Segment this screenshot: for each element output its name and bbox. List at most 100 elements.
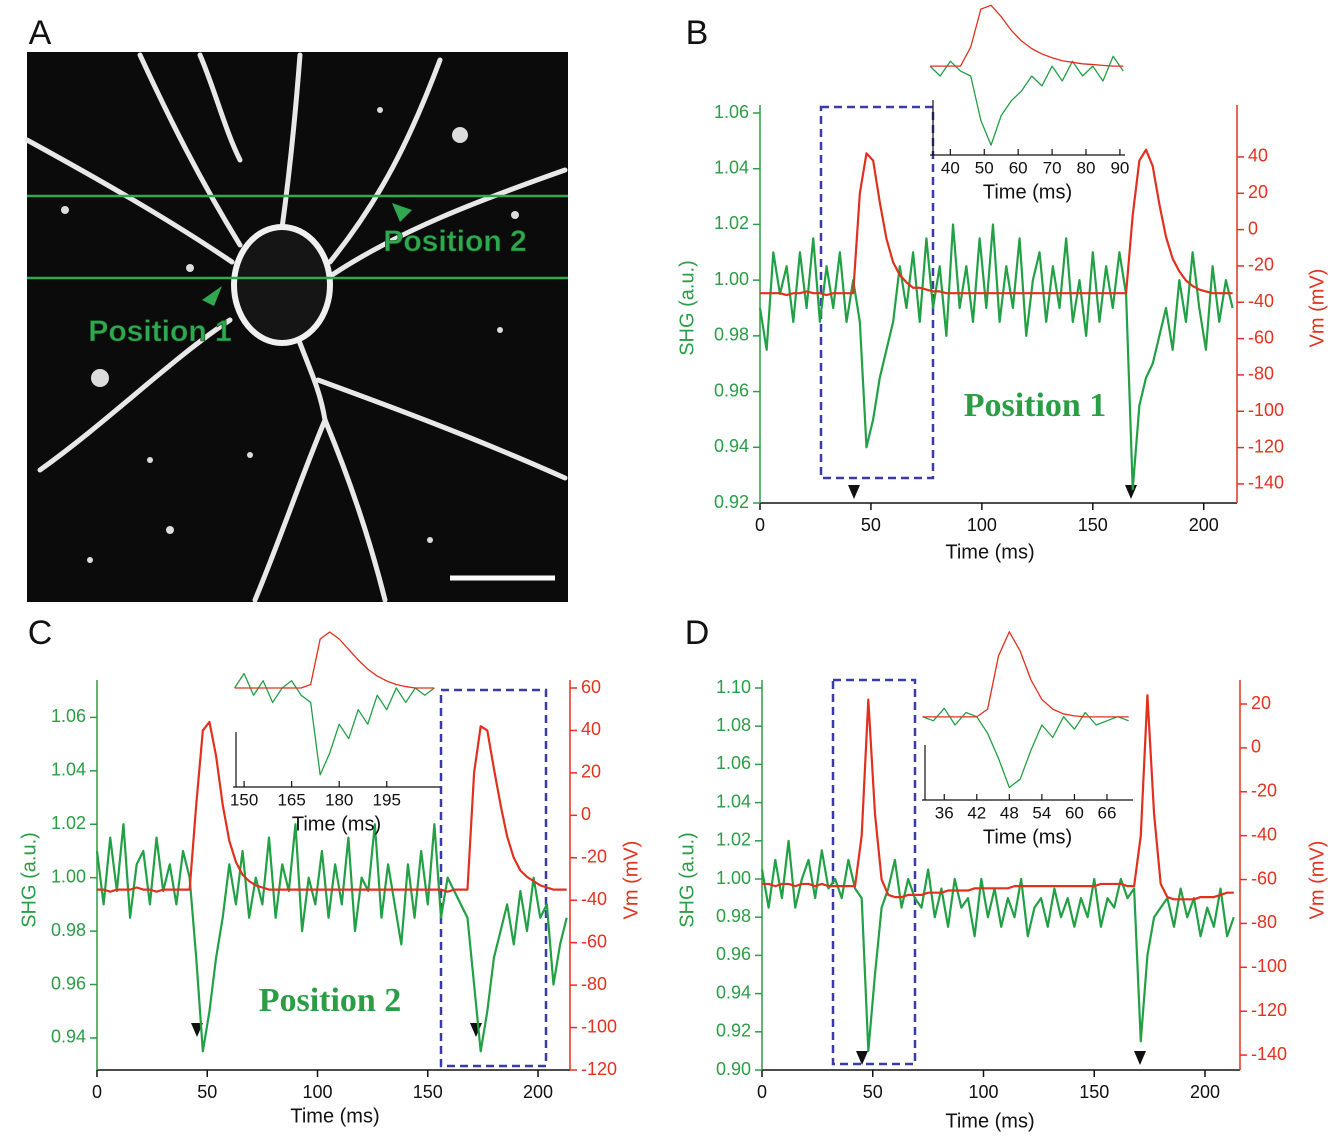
- panel-label: B: [686, 14, 709, 52]
- inset-x-tick-label: 54: [1032, 803, 1051, 822]
- punctum: [511, 211, 519, 219]
- y-tick-label: 0.98: [714, 325, 749, 345]
- y-tick-label: 0.94: [714, 436, 749, 456]
- x-axis-title: Time (ms): [945, 541, 1034, 563]
- x-tick-label: 0: [757, 1082, 767, 1102]
- trace: [929, 55, 1124, 146]
- inset-x-axis-title: Time (ms): [983, 181, 1072, 203]
- trace: [234, 672, 435, 776]
- dendrite: [37, 317, 233, 473]
- y2-axis-title: Vm (mV): [620, 841, 642, 920]
- y2-tick-label: 20: [1251, 693, 1271, 713]
- y2-tick-label: -80: [581, 974, 607, 994]
- y2-tick-label: 0: [1248, 218, 1258, 238]
- y-tick-label: 1.06: [51, 706, 86, 726]
- y2-tick-label: 20: [1248, 182, 1268, 202]
- y2-tick-label: -120: [1248, 436, 1284, 456]
- y2-tick-label: 60: [581, 677, 601, 697]
- trace: [922, 707, 1129, 789]
- punctum: [147, 457, 153, 463]
- y-tick-label: 1.06: [714, 102, 749, 122]
- y-tick-label: 1.02: [51, 813, 86, 833]
- y2-tick-label: 40: [1248, 146, 1268, 166]
- annotation: Position 1: [964, 387, 1107, 424]
- stimulus-marker: [1134, 1051, 1146, 1065]
- y-tick-label: 1.06: [716, 753, 751, 773]
- punctum: [91, 369, 109, 387]
- y2-tick-label: -100: [1248, 400, 1284, 420]
- y-tick-label: 1.04: [714, 157, 749, 177]
- y2-axis-title: Vm (mV): [1306, 841, 1328, 920]
- y-tick-label: 1.08: [716, 715, 751, 735]
- panel-label: C: [28, 614, 53, 652]
- y2-tick-label: -80: [1251, 912, 1277, 932]
- y-tick-label: 0.94: [716, 982, 751, 1002]
- inset-x-axis-title: Time (ms): [292, 813, 381, 835]
- inset-x-tick-label: 42: [967, 803, 986, 822]
- inset-x-tick-label: 40: [941, 158, 960, 177]
- y2-tick-label: 0: [581, 804, 591, 824]
- x-tick-label: 200: [523, 1082, 553, 1102]
- y-tick-label: 0.96: [51, 973, 86, 993]
- inset-x-tick-label: 60: [1065, 803, 1084, 822]
- position-label: Position 1: [88, 315, 231, 348]
- y2-tick-label: -60: [1248, 327, 1274, 347]
- micrograph: Position 1 Position 2: [24, 52, 568, 603]
- y2-tick-label: -20: [581, 847, 607, 867]
- inset-x-axis-title: Time (ms): [983, 826, 1072, 848]
- y-tick-label: 1.00: [714, 269, 749, 289]
- x-tick-label: 0: [755, 515, 765, 535]
- y2-tick-label: 40: [581, 719, 601, 739]
- x-tick-label: 50: [197, 1082, 217, 1102]
- punctum: [87, 557, 93, 563]
- trace: [758, 223, 1234, 491]
- y-tick-label: 0.90: [716, 1059, 751, 1079]
- panel-label: D: [685, 614, 710, 652]
- highlight-window: [439, 688, 548, 1068]
- y-tick-label: 0.92: [716, 1021, 751, 1041]
- y-tick-label: 1.10: [716, 677, 751, 697]
- inset-x-tick-label: 90: [1110, 158, 1129, 177]
- soma: [231, 224, 333, 346]
- y-tick-label: 0.92: [714, 492, 749, 512]
- punctum: [452, 127, 468, 143]
- y2-tick-label: -100: [1251, 956, 1287, 976]
- y2-tick-label: -20: [1251, 781, 1277, 801]
- y2-axis-title: Vm (mV): [1306, 269, 1328, 348]
- y-tick-label: 1.02: [716, 830, 751, 850]
- stimulus-marker: [470, 1023, 482, 1037]
- trace: [95, 823, 568, 1053]
- punctum: [377, 107, 383, 113]
- dendrite: [197, 52, 243, 163]
- y2-tick-label: -40: [1251, 824, 1277, 844]
- y2-tick-label: -60: [581, 931, 607, 951]
- punctum: [497, 327, 503, 333]
- inset-x-tick-label: 195: [373, 790, 401, 809]
- position-marker: [202, 286, 222, 306]
- punctum: [247, 452, 253, 458]
- x-tick-label: 50: [863, 1082, 883, 1102]
- y-tick-label: 1.00: [51, 866, 86, 886]
- trace: [762, 694, 1234, 901]
- trace: [760, 839, 1235, 1052]
- punctum: [427, 537, 433, 543]
- y2-tick-label: -140: [1248, 473, 1284, 493]
- y-axis-title: SHG (a.u.): [676, 832, 698, 928]
- y2-tick-label: -100: [581, 1016, 617, 1036]
- y2-tick-label: -20: [1248, 255, 1274, 275]
- punctum: [166, 526, 174, 534]
- trace: [922, 631, 1129, 718]
- y2-tick-label: -80: [1248, 364, 1274, 384]
- inset-x-tick-label: 180: [325, 790, 353, 809]
- y2-tick-label: -40: [581, 889, 607, 909]
- y2-tick-label: -40: [1248, 291, 1274, 311]
- x-tick-label: 200: [1190, 1082, 1220, 1102]
- y2-tick-label: -120: [1251, 1000, 1287, 1020]
- y2-tick-label: -140: [1251, 1044, 1287, 1064]
- inset-x-tick-label: 50: [975, 158, 994, 177]
- y-tick-label: 0.98: [51, 920, 86, 940]
- stimulus-marker: [848, 485, 860, 499]
- highlight-window: [831, 678, 917, 1066]
- trace: [930, 4, 1124, 67]
- x-axis-title: Time (ms): [290, 1105, 379, 1127]
